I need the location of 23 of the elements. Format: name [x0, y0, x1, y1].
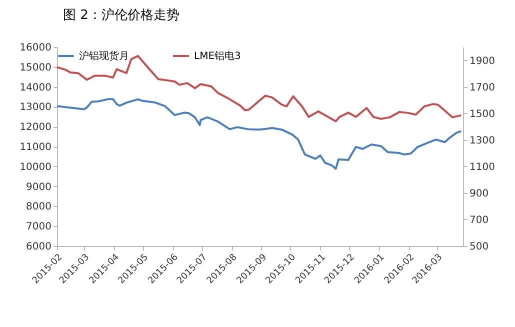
y2-tick-label: 900 — [470, 188, 489, 200]
y2-tick-label: 1100 — [470, 162, 495, 173]
y-tick-label: 14000 — [20, 82, 52, 94]
y-tick-label: 16000 — [20, 42, 52, 54]
y-tick-label: 15000 — [20, 62, 52, 74]
y-tick-label: 6000 — [26, 242, 52, 252]
y2-tick-label: 1700 — [470, 82, 495, 94]
legend-label: 沪铝现货月 — [79, 50, 129, 62]
y-tick-label: 8000 — [26, 202, 52, 213]
y-tick-label: 12000 — [20, 122, 52, 134]
line-series — [57, 98, 462, 170]
y-tick-label: 7000 — [26, 222, 52, 233]
y2-tick-label: 1300 — [470, 135, 495, 146]
y2-tick-label: 700 — [470, 214, 489, 226]
y-tick-label: 10000 — [20, 162, 52, 173]
y-tick-label: 13000 — [20, 102, 52, 114]
y2-tick-label: 1900 — [470, 56, 495, 67]
y-tick-label: 11000 — [20, 142, 52, 153]
legend-label: LME铝电3 — [194, 50, 241, 62]
y2-tick-label: 500 — [470, 242, 489, 252]
y-tick-label: 9000 — [26, 182, 52, 193]
chart-title: 图 2：沪伦价格走势 — [63, 7, 180, 23]
y2-tick-label: 1500 — [470, 108, 495, 120]
